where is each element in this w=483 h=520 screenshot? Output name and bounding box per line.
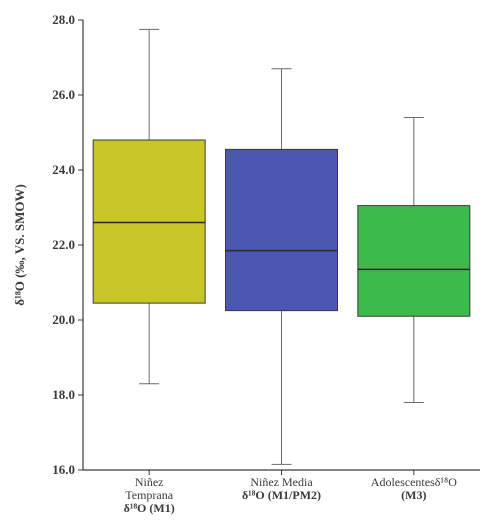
y-tick-label: 18.0 (52, 387, 75, 402)
category-label-bold: (M3) (401, 488, 426, 502)
box-group (225, 68, 338, 475)
box (92, 139, 206, 304)
y-tick-label: 22.0 (52, 237, 75, 252)
y-tick-label: 26.0 (52, 87, 75, 102)
category-label-bold: δ¹⁸O (M1/PM2) (242, 488, 321, 502)
y-tick-label: 28.0 (52, 12, 75, 27)
category-label: Adolescentesδ¹⁸O (371, 475, 457, 489)
category-label-bold: δ¹⁸O (M1) (124, 501, 175, 515)
box-group (92, 28, 206, 475)
category-label: Niñez (135, 475, 164, 489)
y-tick-label: 24.0 (52, 162, 75, 177)
y-axis-title: δ¹⁸O (‰, VS. SMOW) (12, 184, 27, 306)
y-tick-label: 16.0 (52, 462, 75, 477)
box (225, 148, 338, 312)
category-label: Temprana (125, 488, 173, 502)
category-label: Niñez Media (250, 475, 313, 489)
y-tick-label: 20.0 (52, 312, 75, 327)
box-group (357, 117, 471, 475)
box (357, 205, 471, 317)
